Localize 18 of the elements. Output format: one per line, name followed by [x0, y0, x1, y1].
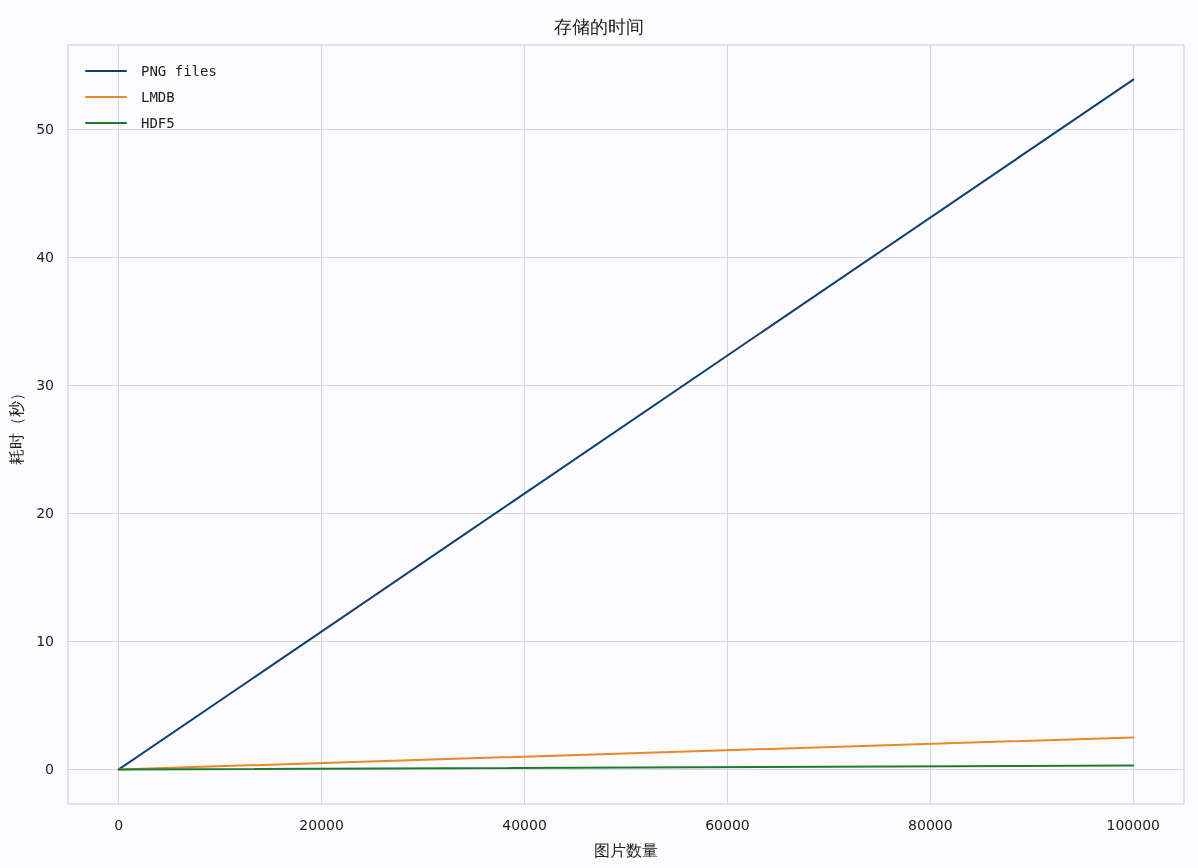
x-axis-title: 图片数量 — [594, 840, 658, 860]
x-tick-label: 20000 — [299, 817, 344, 833]
x-tick-label: 0 — [114, 817, 124, 833]
legend-label: LMDB — [141, 89, 175, 105]
x-tick-label: 40000 — [502, 817, 547, 833]
y-tick-label: 0 — [45, 761, 54, 778]
legend-label: PNG files — [141, 63, 217, 79]
y-tick-label: 30 — [36, 377, 54, 394]
x-tick-label: 100000 — [1106, 817, 1160, 833]
y-axis-title: 耗时（秒） — [6, 384, 26, 465]
legend-label: HDF5 — [141, 115, 175, 131]
y-tick-label: 50 — [36, 121, 54, 138]
chart-title: 存储的时间 — [554, 15, 644, 37]
y-tick-label: 20 — [36, 505, 54, 522]
y-tick-label: 10 — [36, 633, 54, 650]
x-tick-label: 80000 — [908, 817, 953, 833]
y-tick-label: 40 — [36, 249, 54, 266]
x-tick-label: 60000 — [705, 817, 750, 833]
